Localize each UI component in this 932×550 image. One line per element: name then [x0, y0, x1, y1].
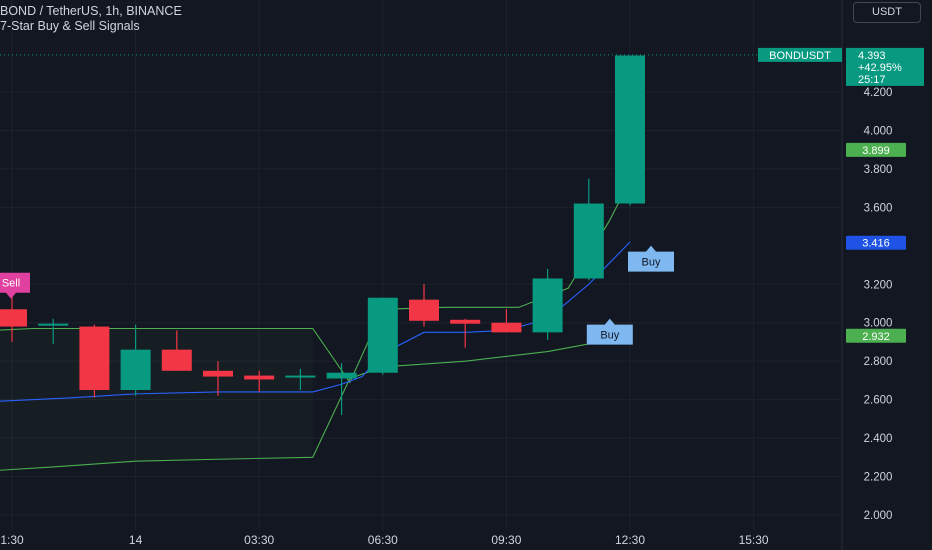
y-tick-label: 4.200: [864, 87, 893, 99]
price-level-tag: [846, 142, 906, 157]
candle-body: [491, 322, 522, 333]
candle-body: [409, 299, 439, 321]
candle-body: [532, 278, 563, 333]
price-level-tag: [846, 328, 906, 343]
candle-body: [450, 319, 481, 324]
currency-button[interactable]: USDT: [853, 2, 921, 23]
x-tick-label: 06:30: [368, 533, 398, 547]
y-tick-label: 2.800: [864, 356, 893, 368]
last-price-tag: [846, 47, 924, 86]
price-level-tag: [846, 235, 906, 250]
buy-signal-label: [628, 245, 674, 272]
sell-signal-label: [0, 272, 30, 299]
x-tick-label: 15:30: [739, 533, 769, 547]
last-price-value: 4.393: [858, 50, 886, 62]
chart-header: BOND / TetherUS, 1h, BINANCE 7-Star Buy …: [0, 4, 182, 34]
y-tick-label: 3.600: [864, 202, 893, 214]
price-level-tag-text: 3.899: [862, 145, 890, 157]
price-level-tag-text: 2.932: [862, 331, 890, 343]
candle-body: [120, 349, 151, 391]
y-tick-label: 3.200: [864, 279, 893, 291]
x-tick-label: 03:30: [244, 533, 274, 547]
y-tick-label: 2.400: [864, 433, 893, 445]
y-tick-label: 2.200: [864, 472, 893, 484]
symbol-tag-text: BONDUSDT: [769, 50, 831, 62]
bar-countdown: 25:17: [858, 74, 886, 86]
candle-body: [0, 309, 27, 327]
candle-body: [161, 349, 192, 371]
buy-signal-text: Buy: [642, 257, 661, 269]
candle-body: [285, 375, 316, 378]
candle-body: [203, 370, 233, 377]
price-level-tag-text: 3.416: [862, 238, 890, 250]
y-tick-label: 3.000: [864, 318, 893, 330]
candle-body: [38, 323, 69, 326]
y-tick-label: 4.000: [864, 125, 893, 137]
indicator-title[interactable]: 7-Star Buy & Sell Signals: [0, 19, 140, 33]
candle-body: [326, 372, 357, 379]
y-tick-label: 2.000: [864, 510, 893, 522]
candle-body: [573, 203, 604, 279]
candle-body: [79, 326, 110, 391]
y-tick-label: 3.800: [864, 164, 893, 176]
x-tick-label: 09:30: [491, 533, 521, 547]
buy-signal-text: Buy: [600, 330, 619, 342]
candle-body: [367, 297, 398, 373]
buy-signal-label: [586, 318, 633, 345]
candle-body: [244, 375, 275, 380]
symbol-tag: [758, 47, 842, 62]
symbol-title[interactable]: BOND / TetherUS, 1h, BINANCE: [0, 4, 182, 18]
candle-body: [615, 55, 645, 204]
y-tick-label: 2.600: [864, 395, 893, 407]
x-tick-label: 12:30: [615, 533, 645, 547]
x-tick-label: 14: [129, 533, 143, 547]
sell-signal-text: Sell: [2, 278, 20, 290]
band-fill: [0, 328, 313, 471]
last-price-change: +42.95%: [858, 62, 902, 74]
x-tick-label: 1:30: [0, 533, 24, 547]
